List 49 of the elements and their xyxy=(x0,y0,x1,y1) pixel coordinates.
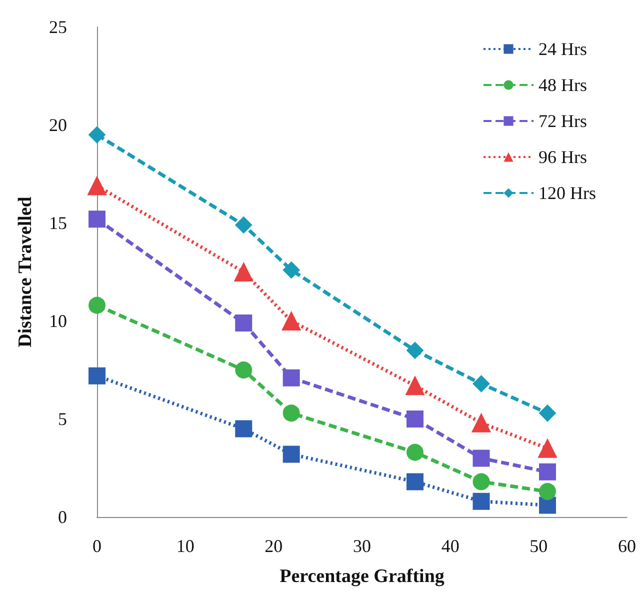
x-tick-label: 40 xyxy=(441,536,460,556)
point xyxy=(472,450,490,467)
point xyxy=(406,342,424,359)
x-tick-label: 30 xyxy=(353,536,371,556)
y-tick-label: 10 xyxy=(49,311,67,331)
y-tick-label: 20 xyxy=(49,115,67,135)
x-tick-label: 0 xyxy=(92,536,102,556)
point xyxy=(539,463,556,480)
y-tick-label: 15 xyxy=(49,213,67,233)
y-axis-title: Distance Travelled xyxy=(15,196,36,348)
point xyxy=(282,404,300,422)
point xyxy=(538,438,557,458)
point xyxy=(235,314,252,332)
point xyxy=(282,369,300,386)
point xyxy=(406,473,424,490)
x-tick-label: 20 xyxy=(264,536,283,556)
point xyxy=(88,367,106,384)
y-tick-label: 25 xyxy=(49,17,67,37)
legend-label: 24 Hrs xyxy=(538,39,587,59)
point xyxy=(539,483,556,500)
point xyxy=(88,210,106,228)
point xyxy=(406,444,424,461)
x-tick-label: 60 xyxy=(618,536,636,556)
point xyxy=(282,312,301,330)
point xyxy=(235,420,252,438)
x-tick-label: 10 xyxy=(176,536,194,556)
y-tick-label: 5 xyxy=(58,409,67,429)
point xyxy=(406,410,424,428)
point xyxy=(88,126,106,144)
point xyxy=(406,376,424,396)
x-tick-label: 50 xyxy=(530,536,548,556)
point xyxy=(235,362,252,378)
x-axis-title: Percentage Grafting xyxy=(280,566,445,587)
legend-label: 120 Hrs xyxy=(538,183,596,203)
point xyxy=(282,262,300,279)
point xyxy=(88,296,106,314)
point xyxy=(472,473,490,490)
point xyxy=(234,262,254,282)
point xyxy=(472,375,490,392)
y-tick-label: 0 xyxy=(58,507,67,527)
point xyxy=(88,176,106,196)
point xyxy=(472,413,491,432)
legend-label: 72 Hrs xyxy=(538,111,587,131)
legend-label: 96 Hrs xyxy=(538,147,587,167)
point xyxy=(539,404,556,422)
point xyxy=(235,216,252,234)
point xyxy=(472,492,490,510)
point xyxy=(282,446,300,463)
legend-label: 48 Hrs xyxy=(538,75,587,95)
